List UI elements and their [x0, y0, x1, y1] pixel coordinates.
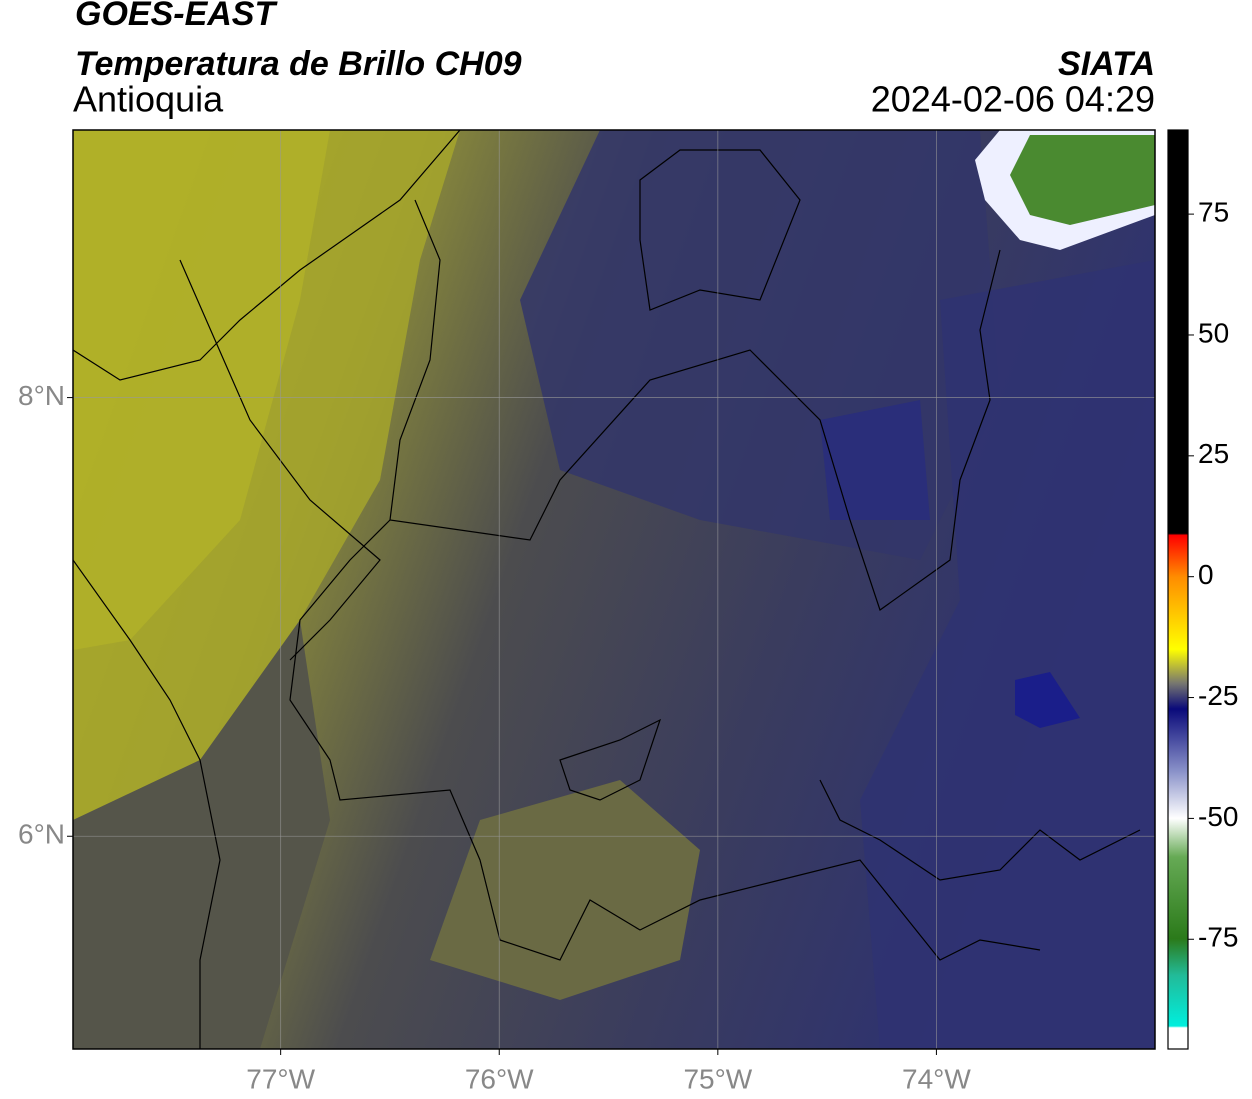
region: Antioquia	[73, 79, 224, 120]
colorbar-tick-label: -50	[1198, 801, 1238, 832]
x-tick-label: 77°W	[246, 1063, 315, 1094]
map-frame	[72, 129, 1156, 1050]
colorbar-tick-label: -25	[1198, 680, 1238, 711]
x-tick-label: 75°W	[683, 1063, 752, 1094]
colorbar-tick-label: 25	[1198, 438, 1229, 469]
datetime: 2024-02-06 04:29	[871, 79, 1155, 120]
colorbar-tick-label: 0	[1198, 559, 1214, 590]
y-tick-label: 8°N	[18, 380, 65, 411]
x-tick-label: 76°W	[465, 1063, 534, 1094]
colorbar-tick-label: 50	[1198, 317, 1229, 348]
grid	[73, 130, 1155, 1049]
source: SIATA	[1058, 45, 1155, 83]
colorbar-tick-label: -75	[1198, 922, 1238, 953]
x-tick-label: 74°W	[902, 1063, 971, 1094]
y-tick-label: 6°N	[18, 819, 65, 850]
colorbar	[1167, 129, 1189, 1050]
subtitle: Temperatura de Brillo CH09	[75, 45, 522, 83]
borders	[73, 130, 1141, 1049]
map-image	[73, 130, 1155, 1049]
title: GOES-EAST	[75, 0, 278, 33]
colorbar-tick-label: 75	[1198, 197, 1229, 228]
